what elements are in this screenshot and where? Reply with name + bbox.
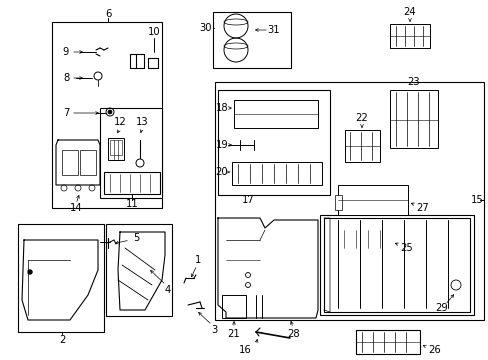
Text: 29: 29 [435,303,447,313]
Text: 5: 5 [133,233,139,243]
Text: 21: 21 [227,329,240,339]
Text: 1: 1 [194,255,201,265]
Text: 3: 3 [210,325,217,335]
Text: 12: 12 [113,117,126,127]
Text: 11: 11 [125,199,138,209]
Text: 20: 20 [215,167,228,177]
Bar [52,22,162,208]
Text: 18: 18 [215,103,228,113]
Text: 10: 10 [147,27,160,37]
Circle shape [28,270,32,274]
Text: 8: 8 [63,73,69,83]
Bar [222,295,245,318]
Text: 17: 17 [241,195,254,205]
Text: 28: 28 [287,329,300,339]
Bar [213,12,290,68]
Circle shape [108,110,112,114]
Text: 19: 19 [215,140,228,150]
Bar [337,185,407,215]
Text: 22: 22 [355,113,367,123]
Bar [62,150,78,175]
Bar [215,82,483,320]
Bar [80,150,96,175]
Bar [18,224,104,332]
Bar [231,162,321,185]
Bar [108,138,124,160]
Text: 24: 24 [403,7,415,17]
Bar [389,24,429,48]
Text: 30: 30 [199,23,212,33]
Bar [104,172,160,194]
Bar [355,330,419,354]
Bar [334,195,341,210]
Bar [324,218,469,312]
Text: 25: 25 [399,243,412,253]
Text: 9: 9 [62,47,69,57]
Text: 2: 2 [59,335,65,345]
Text: 16: 16 [239,345,251,355]
Bar [319,215,473,315]
Text: 13: 13 [135,117,148,127]
Bar [389,90,437,148]
Text: 23: 23 [407,77,420,87]
Bar [337,228,391,250]
Text: 7: 7 [62,108,69,118]
Text: 27: 27 [415,203,428,213]
Bar [345,130,379,162]
Bar [218,90,329,195]
Bar [100,108,162,198]
Text: 31: 31 [267,25,280,35]
Text: 6: 6 [104,9,111,19]
Bar [110,140,122,155]
Text: 14: 14 [70,203,82,213]
Text: 15: 15 [470,195,483,205]
Bar [234,100,317,128]
Text: 26: 26 [427,345,440,355]
Bar [106,224,172,316]
Text: 4: 4 [164,285,171,295]
